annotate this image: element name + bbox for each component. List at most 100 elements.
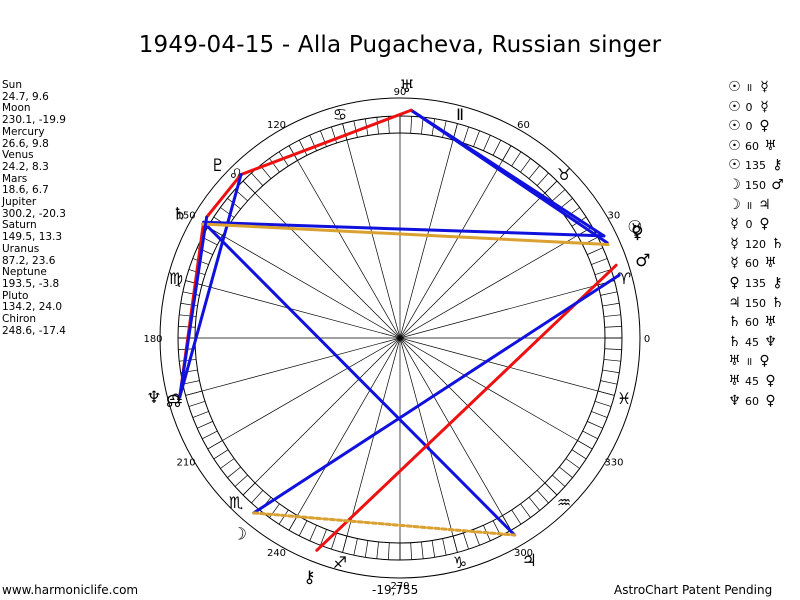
degree-tick xyxy=(188,401,206,407)
aspect-planet2-icon: ⚷ xyxy=(772,274,783,291)
aspect-row: ☽ 150 ♂ xyxy=(727,176,785,196)
aspect-line xyxy=(205,173,243,219)
degree-tick xyxy=(511,509,522,525)
aspect-planet2-icon: ♀ xyxy=(759,118,770,135)
planet-coords: 230.1, -19.9 xyxy=(2,114,66,127)
sign-pisces-glyph: ♓ xyxy=(617,389,631,408)
degree-tick xyxy=(587,421,603,429)
aspect-line xyxy=(409,108,606,238)
degree-tick xyxy=(251,172,264,186)
aspect-planet2-icon: ♅ xyxy=(764,255,777,272)
aspect-list: ☉ ॥ ☿ ☉ 0 ☿ ☉ 0 ♀ ☉ 60 ♅ ☉ 135 ⚷ ☽ 150 ♂ ☽ ॥ ♃ ☿ 0 ♀ ☿ 120 ♄ ☿ 60 ♅ ♀ 1… xyxy=(727,78,785,411)
planet-name: Mars xyxy=(2,172,28,185)
jupiter-icon: ♃ xyxy=(522,551,537,571)
degree-tick xyxy=(182,291,200,296)
degree-tick xyxy=(600,380,618,385)
aspect-planet2-icon: ☿ xyxy=(760,98,769,115)
degree-label-180: 180 xyxy=(143,334,162,345)
aspect-line xyxy=(202,220,517,537)
aspect-planet1-icon: ♀ xyxy=(729,274,740,291)
aspect-row: ☽ ॥ ♃ xyxy=(727,196,785,216)
aspect-line xyxy=(178,215,209,399)
degree-tick xyxy=(410,542,412,560)
aspect-planet2-icon: ♀ xyxy=(765,392,776,409)
planet-name: Venus xyxy=(2,149,34,162)
aspect-planet2-icon: ♀ xyxy=(759,353,770,370)
degree-tick xyxy=(603,314,621,317)
degree-tick xyxy=(353,538,358,556)
degree-tick xyxy=(182,380,200,385)
sign-taurus-glyph: ♉ xyxy=(557,165,571,184)
site-link[interactable]: www.harmoniclife.com xyxy=(2,583,139,597)
degree-tick xyxy=(298,520,308,536)
aspect-planet1-icon: ♄ xyxy=(728,314,741,331)
degree-label-0: 0 xyxy=(644,334,650,345)
aspect-type: 150 xyxy=(745,178,766,192)
sign-scorpio-glyph: ♏ xyxy=(229,493,243,512)
outer-ring xyxy=(159,97,641,579)
degree-tick xyxy=(410,116,412,134)
aspect-type: 120 xyxy=(745,237,766,251)
aspect-row: ♆ 60 ♀ xyxy=(727,392,785,412)
degree-tick xyxy=(591,411,608,418)
aspect-line xyxy=(252,273,621,515)
planet-coords: 24.7, 9.6 xyxy=(2,90,49,103)
degree-tick xyxy=(591,258,608,265)
aspect-row: ☉ 135 ⚷ xyxy=(727,156,785,176)
aspect-planet2-icon: ♅ xyxy=(764,137,777,154)
aspect-row: ♅ ॥ ♀ xyxy=(727,352,785,372)
planet-name: Sun xyxy=(2,79,22,91)
aspect-planet1-icon: ☿ xyxy=(730,216,739,233)
degree-tick xyxy=(421,541,424,559)
degree-tick xyxy=(552,474,566,487)
aspect-type: 0 xyxy=(745,218,753,232)
degree-tick xyxy=(565,458,580,469)
mars-icon: ♂ xyxy=(635,251,650,271)
degree-label-210: 210 xyxy=(177,458,196,469)
degree-tick xyxy=(220,207,235,218)
degree-tick xyxy=(463,126,469,144)
aspect-type: 60 xyxy=(745,139,759,153)
degree-tick xyxy=(431,118,436,136)
aspect-type: ॥ xyxy=(745,355,753,369)
degree-tick xyxy=(552,189,566,202)
saturn-icon: ♄ xyxy=(172,204,187,224)
moon-icon: ☽ xyxy=(232,525,247,545)
planet-coords: 87.2, 23.6 xyxy=(2,254,56,267)
degree-tick xyxy=(192,411,209,418)
degree-tick xyxy=(600,291,618,296)
degree-tick xyxy=(197,421,213,429)
chart-title: 1949-04-15 - Alla Pugacheva, Russian sin… xyxy=(138,32,662,58)
degree-tick xyxy=(364,540,369,558)
degree-label-270: 270 xyxy=(390,581,409,592)
degree-tick xyxy=(463,532,469,550)
aspect-planet1-icon: ♆ xyxy=(728,392,741,409)
degree-tick xyxy=(602,369,620,374)
planet-name: Neptune xyxy=(2,266,47,279)
degree-tick xyxy=(536,172,549,186)
degree-tick xyxy=(473,130,480,147)
patent-notice: AstroChart Patent Pending xyxy=(614,583,773,597)
aspect-line xyxy=(178,173,243,399)
degree-tick xyxy=(376,541,379,559)
aspect-row: ☿ 60 ♅ xyxy=(727,254,785,274)
planet-coords: 248.6, -17.4 xyxy=(2,324,66,337)
aspect-planet1-icon: ☽ xyxy=(728,176,741,193)
node-icon: ☊ xyxy=(166,392,181,412)
degree-label-30: 30 xyxy=(608,211,621,222)
sign-aries-glyph: ♈ xyxy=(617,269,631,288)
degree-tick xyxy=(520,503,531,518)
degree-tick xyxy=(603,359,621,362)
planet-name: Uranus xyxy=(2,242,40,255)
aspect-row: ♄ 45 ♆ xyxy=(727,333,785,353)
degree-tick xyxy=(309,525,317,541)
uranus-icon: ♅ xyxy=(399,77,414,97)
planet-name: Jupiter xyxy=(2,196,37,209)
planet-name: Chiron xyxy=(2,313,37,326)
degree-label-150: 150 xyxy=(177,211,196,222)
degree-tick xyxy=(309,135,317,151)
planet-coords: 149.5, 13.3 xyxy=(2,231,63,244)
aspect-planet1-icon: ♃ xyxy=(728,294,741,311)
planet-name: Pluto xyxy=(2,289,29,302)
aspect-planet2-icon: ♄ xyxy=(771,235,784,252)
